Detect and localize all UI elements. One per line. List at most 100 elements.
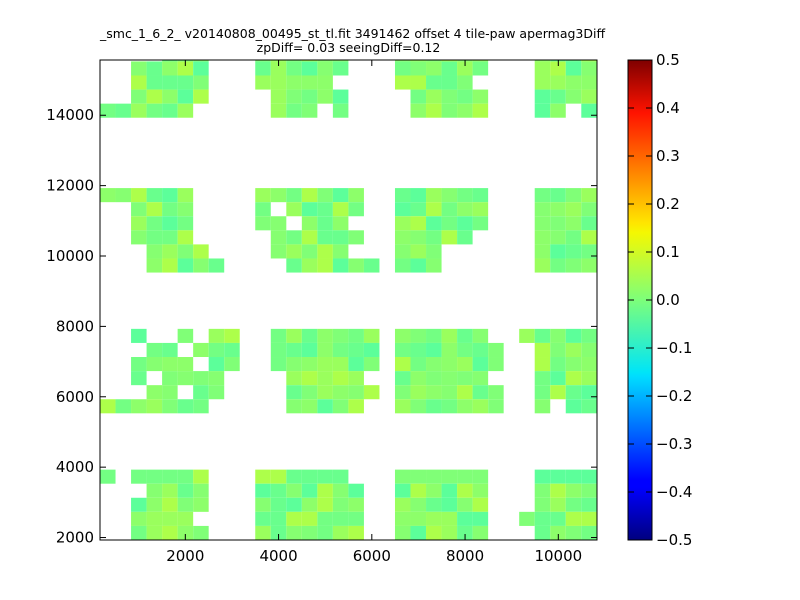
heatmap-cell [472, 469, 489, 484]
heatmap-cell [441, 202, 458, 217]
heatmap-cell [565, 342, 582, 358]
heatmap-cell [286, 61, 302, 76]
heatmap-cell [332, 525, 349, 540]
y-tick: 2000 [56, 529, 597, 547]
heatmap-cell [550, 497, 566, 512]
heatmap-cell [581, 328, 597, 343]
heatmap-cell [410, 188, 427, 203]
heatmap-cell [332, 258, 349, 273]
heatmap-cell [177, 103, 194, 118]
heatmap-cell [270, 244, 287, 259]
heatmap-cell [410, 497, 427, 512]
heatmap-cell [146, 511, 163, 526]
colorbar-tick-label: 0.3 [656, 147, 680, 165]
heatmap-cell [394, 61, 411, 76]
heatmap-cell [255, 202, 271, 217]
colorbar-tick: −0.3 [628, 435, 692, 453]
heatmap-cell [394, 371, 411, 386]
heatmap-cell [426, 342, 442, 358]
heatmap-cell [441, 216, 458, 231]
heatmap-cell [457, 525, 473, 540]
heatmap-cell [177, 244, 194, 259]
heatmap-cell [394, 511, 411, 526]
heatmap-cell [534, 497, 551, 512]
heatmap-cell [286, 371, 302, 386]
heatmap-cell [255, 188, 271, 203]
heatmap-cells [100, 60, 597, 540]
heatmap-cell [565, 230, 582, 245]
colorbar-tick-label: −0.4 [656, 483, 692, 501]
heatmap-cell [550, 103, 566, 118]
heatmap-cell [519, 511, 535, 526]
heatmap-cell [457, 188, 473, 203]
heatmap-cell [146, 230, 163, 245]
heatmap-cell [426, 258, 442, 273]
heatmap-cell [534, 511, 551, 526]
heatmap-cell [270, 89, 287, 104]
heatmap-cell [332, 89, 349, 104]
colorbar-tick: −0.1 [628, 339, 692, 357]
colorbar-tick-label: 0.1 [656, 243, 680, 261]
heatmap-cell [332, 357, 349, 372]
heatmap-cell [317, 216, 333, 231]
heatmap-cell [457, 469, 473, 484]
heatmap-cell [581, 469, 597, 484]
heatmap-cell [193, 399, 209, 414]
x-axis-ticks: 2000 4000 6000 8000 10000 [166, 60, 582, 565]
heatmap-cell [317, 188, 333, 203]
heatmap-cell [286, 244, 302, 259]
heatmap-cell [426, 399, 442, 414]
heatmap-cell [565, 357, 582, 372]
heatmap-cell [426, 357, 442, 372]
heatmap-cell [488, 399, 504, 414]
heatmap-cell [286, 60, 302, 62]
heatmap-cell [332, 60, 349, 62]
heatmap-cell [193, 469, 209, 484]
heatmap-cell [565, 89, 582, 104]
heatmap-cell [441, 357, 458, 372]
heatmap-cell [162, 525, 178, 540]
heatmap-cell [457, 103, 473, 118]
heatmap-cell [472, 61, 489, 76]
heatmap-cell [146, 399, 163, 414]
heatmap-cell [177, 525, 194, 540]
heatmap-cell [301, 60, 318, 62]
heatmap-cell [441, 385, 458, 400]
heatmap-cell [394, 230, 411, 245]
heatmap-cell [115, 399, 132, 414]
y-tick-label: 14000 [46, 106, 94, 124]
heatmap-cell [426, 497, 442, 512]
heatmap-cell [131, 89, 147, 104]
heatmap-cell [332, 371, 349, 386]
y-tick: 4000 [56, 458, 597, 476]
heatmap-cell [441, 511, 458, 526]
heatmap-cell [394, 357, 411, 372]
heatmap-cell [441, 89, 458, 104]
heatmap-cell [565, 371, 582, 386]
heatmap-cell [270, 483, 287, 498]
heatmap-cell [208, 342, 225, 358]
heatmap-cell [581, 258, 597, 273]
heatmap-cell [317, 230, 333, 245]
heatmap-cell [177, 230, 194, 245]
heatmap-cell [193, 244, 209, 259]
heatmap-cell [534, 61, 551, 76]
heatmap-cell [270, 497, 287, 512]
heatmap-cell [286, 511, 302, 526]
heatmap-cell [146, 89, 163, 104]
heatmap-cell [410, 75, 427, 90]
heatmap-cell [286, 525, 302, 540]
heatmap-cell [270, 342, 287, 358]
heatmap-cell [394, 60, 411, 62]
heatmap-cell [534, 244, 551, 259]
heatmap-cell [488, 342, 504, 358]
colorbar-ticks: 0.5 0.4 0.3 0.2 0.1 0.0 −0.1 −0.2 −0.3 −0.4 −0.5 [628, 51, 692, 549]
heatmap-cell [162, 244, 178, 259]
heatmap-cell [162, 483, 178, 498]
heatmap-cell [131, 216, 147, 231]
heatmap-cell [348, 188, 364, 203]
heatmap-cell [286, 469, 302, 484]
heatmap-cell [581, 342, 597, 358]
plot-frame [99, 59, 598, 541]
heatmap-cell [146, 469, 163, 484]
